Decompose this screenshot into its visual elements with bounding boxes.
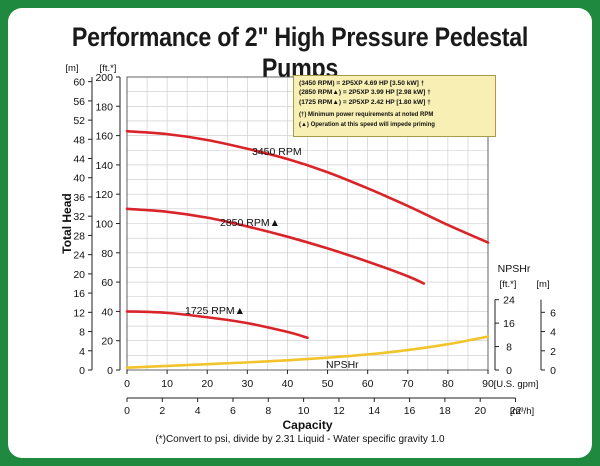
right-m-tick-label: 0 [550, 365, 556, 377]
right-m-tick-label: 6 [550, 307, 556, 319]
y-m-tick-label: 56 [73, 96, 85, 108]
x2-tick-label: 4 [195, 405, 201, 417]
y-m-tick-label: 20 [73, 269, 85, 281]
y-m-tick-label: 48 [73, 134, 85, 146]
y-axis-title: Total Head [60, 193, 74, 253]
y-ft-tick-label: 120 [95, 189, 113, 201]
x-tick-label: 0 [124, 378, 130, 390]
curve-npshr [125, 335, 490, 369]
performance-chart: 0204060801001201401601802000481216202428… [60, 63, 556, 432]
y-m-tick-label: 60 [73, 77, 85, 89]
right-ft-tick-label: 8 [506, 342, 512, 354]
x-unit-primary: [U.S. gpm] [494, 379, 539, 390]
x2-tick-label: 10 [298, 405, 310, 417]
footnote: (*)Convert to psi, divide by 2.31 Liquid… [155, 434, 445, 445]
curve-label-1725-rpm: 1725 RPM▲ [185, 305, 245, 317]
x2-tick-label: 2 [159, 405, 165, 417]
chart-card: Performance of 2" High Pressure Pedestal… [8, 8, 592, 458]
chart-title: Performance of 2" High Pressure Pedestal… [71, 22, 529, 83]
x-axis-title: Capacity [282, 418, 332, 432]
x2-tick-label: 18 [439, 405, 451, 417]
x2-tick-label: 0 [124, 405, 130, 417]
y-m-tick-label: 52 [73, 115, 85, 127]
x2-tick-label: 20 [474, 405, 486, 417]
legend-row-2850: (2850 RPM▲) = 2P5XP 3.99 HP [2.98 kW] † [299, 89, 431, 97]
right-ft-tick-label: 0 [506, 365, 512, 377]
curve-3450-rpm [125, 129, 490, 244]
labels: 0204060801001201401601802000481216202428… [60, 63, 556, 432]
x-tick-label: 70 [402, 378, 414, 390]
y-ft-unit: [ft.*] [100, 63, 117, 74]
y-m-tick-label: 28 [73, 230, 85, 242]
y-m-tick-label: 32 [73, 211, 85, 223]
legend-note-power: (†) Minimum power requirements at noted … [299, 112, 434, 119]
curve-2850-rpm [125, 207, 426, 285]
y-m-tick-label: 24 [73, 250, 85, 262]
y-ft-tick-label: 140 [95, 160, 113, 172]
x2-tick-label: 12 [333, 405, 345, 417]
y-m-tick-label: 12 [73, 307, 85, 319]
y-ft-tick-label: 60 [101, 277, 113, 289]
x-unit-secondary: [m³/h] [510, 406, 534, 417]
x-tick-label: 10 [161, 378, 173, 390]
y-m-tick-label: 40 [73, 173, 85, 185]
y-m-tick-label: 44 [73, 154, 85, 166]
curve-1725-rpm [125, 310, 309, 340]
y-ft-tick-label: 20 [101, 336, 113, 348]
right-ft-unit: [ft.*] [500, 279, 517, 290]
y-ft-tick-label: 200 [95, 72, 113, 84]
right-ft-tick-label: 24 [503, 295, 515, 307]
x2-tick-label: 14 [368, 405, 380, 417]
y-m-tick-label: 36 [73, 192, 85, 204]
x-tick-label: 50 [322, 378, 334, 390]
right-m-tick-label: 4 [550, 327, 556, 339]
right-axis-title: NPSHr [498, 263, 531, 275]
curve-label-3450-rpm: 3450 RPM [252, 146, 302, 158]
y-m-tick-label: 0 [79, 365, 85, 377]
y-ft-tick-label: 0 [107, 365, 113, 377]
y-m-unit: [m] [65, 63, 78, 74]
legend-row-3450: (3450 RPM) = 2P5XP 4.69 HP [3.50 kW] † [299, 80, 425, 87]
curve-label-npshr: NPSHr [326, 359, 359, 371]
y-m-tick-label: 16 [73, 288, 85, 300]
x-tick-label: 90 [482, 378, 494, 390]
curve-label-2850-rpm: 2850 RPM▲ [220, 217, 280, 229]
legend-row-1725: (1725 RPM▲) = 2P5XP 2.42 HP [1.80 kW] † [299, 98, 431, 106]
x2-tick-label: 6 [230, 405, 236, 417]
x-tick-label: 20 [201, 378, 213, 390]
legend-note-priming: (▲) Operation at this speed will impede … [299, 121, 435, 128]
power-legend-box: (3450 RPM) = 2P5XP 4.69 HP [3.50 kW] † (… [293, 75, 496, 137]
curves [125, 129, 490, 369]
y-ft-tick-label: 80 [101, 248, 113, 260]
y-ft-tick-label: 40 [101, 306, 113, 318]
y-m-tick-label: 4 [79, 346, 85, 358]
right-ft-tick-label: 16 [503, 318, 515, 330]
x-tick-label: 40 [282, 378, 294, 390]
y-m-tick-label: 8 [79, 327, 85, 339]
y-ft-tick-label: 180 [95, 101, 113, 113]
x-tick-label: 30 [241, 378, 253, 390]
x2-tick-label: 22 [510, 405, 522, 417]
x2-tick-label: 16 [404, 405, 416, 417]
x-tick-label: 60 [362, 378, 374, 390]
x2-tick-label: 8 [265, 405, 271, 417]
y-ft-tick-label: 160 [95, 131, 113, 143]
right-m-tick-label: 2 [550, 346, 556, 358]
right-m-unit: [m] [536, 279, 549, 290]
x-tick-label: 80 [442, 378, 454, 390]
y-ft-tick-label: 100 [95, 219, 113, 231]
